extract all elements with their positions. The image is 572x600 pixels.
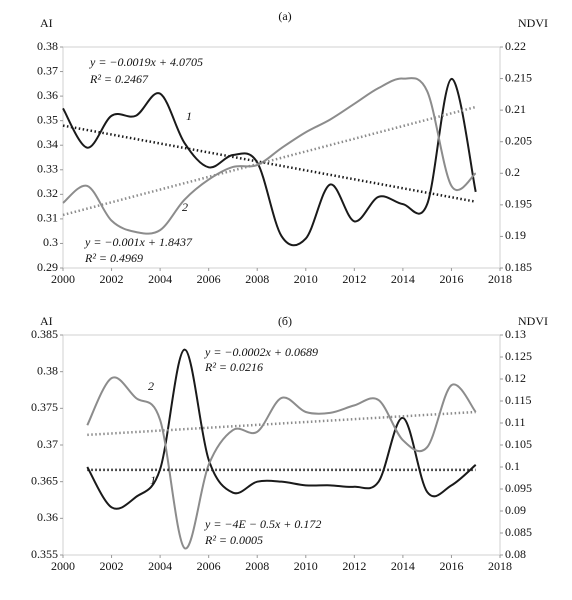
- y-tick-label: 0.29: [37, 260, 58, 274]
- annotation: y = −0.001x + 1.8437: [84, 235, 193, 249]
- trend-line: [62, 105, 477, 217]
- y-tick-label: 0.37: [37, 63, 58, 77]
- x-tick-label: 2000: [51, 272, 75, 286]
- trend-line: [62, 124, 476, 203]
- x-tick-label: 2002: [100, 272, 124, 286]
- y2-tick-label: 0.205: [505, 133, 532, 147]
- y2-tick-label: 0.185: [505, 260, 532, 274]
- x-tick-label: 2008: [245, 559, 269, 573]
- y2-tick-label: 0.13: [505, 327, 526, 341]
- y2-axis-label: NDVI: [518, 16, 548, 30]
- series-label: 2: [148, 379, 154, 393]
- x-tick-label: 2012: [342, 272, 366, 286]
- y2-tick-label: 0.11: [505, 415, 526, 429]
- y2-axis-label: NDVI: [518, 314, 548, 328]
- y-tick-label: 0.38: [37, 39, 58, 53]
- series-label: 2: [182, 200, 188, 214]
- x-tick-label: 2006: [197, 559, 221, 573]
- y2-tick-label: 0.08: [505, 547, 526, 561]
- annotation: y = −4E − 0.5x + 0.172: [204, 517, 321, 531]
- y-tick-label: 0.35: [37, 112, 58, 126]
- annotation: R² = 0.2467: [89, 72, 149, 86]
- x-tick-label: 2004: [148, 559, 172, 573]
- x-tick-label: 2004: [148, 272, 172, 286]
- x-tick-label: 2010: [294, 559, 318, 573]
- y2-tick-label: 0.21: [505, 102, 526, 116]
- y-tick-label: 0.37: [37, 437, 58, 451]
- y-axis-label: AI: [40, 16, 53, 30]
- x-tick-label: 2014: [391, 559, 415, 573]
- x-tick-label: 2000: [51, 559, 75, 573]
- y2-tick-label: 0.1: [505, 459, 520, 473]
- annotation-bg: [83, 236, 194, 250]
- series-line: [62, 77, 477, 247]
- y-tick-label: 0.365: [31, 473, 58, 487]
- x-tick-label: 2006: [197, 272, 221, 286]
- y-tick-label: 0.375: [31, 400, 58, 414]
- x-tick-label: 2016: [439, 272, 463, 286]
- panel-title: (a): [278, 9, 291, 23]
- y2-tick-label: 0.125: [505, 349, 532, 363]
- x-tick-label: 2014: [391, 272, 415, 286]
- series-line: [86, 376, 477, 550]
- y-tick-label: 0.33: [37, 162, 58, 176]
- annotation: R² = 0.4969: [84, 251, 143, 265]
- annotation-bg: [203, 534, 266, 548]
- series-label: 1: [150, 473, 156, 487]
- annotation: y = −0.0019x + 4.0705: [89, 55, 203, 69]
- y2-tick-label: 0.215: [505, 70, 532, 84]
- y2-tick-label: 0.2: [505, 165, 520, 179]
- y-tick-label: 0.36: [37, 88, 58, 102]
- y-axis-label: AI: [40, 314, 53, 328]
- y-tick-label: 0.355: [31, 547, 58, 561]
- y2-tick-label: 0.085: [505, 525, 532, 539]
- y2-tick-label: 0.105: [505, 437, 532, 451]
- x-tick-label: 2008: [245, 272, 269, 286]
- y-tick-label: 0.31: [37, 211, 58, 225]
- annotation-bg: [203, 361, 266, 375]
- y2-tick-label: 0.22: [505, 39, 526, 53]
- annotation-bg: [203, 346, 320, 360]
- y-tick-label: 0.34: [37, 137, 58, 151]
- y2-tick-label: 0.09: [505, 503, 526, 517]
- y2-tick-label: 0.19: [505, 228, 526, 242]
- annotation: R² = 0.0216: [204, 360, 263, 374]
- y-tick-label: 0.38: [37, 363, 58, 377]
- x-tick-label: 2016: [439, 559, 463, 573]
- y2-tick-label: 0.195: [505, 197, 532, 211]
- y2-tick-label: 0.095: [505, 481, 532, 495]
- x-tick-label: 2018: [488, 272, 512, 286]
- x-tick-label: 2010: [294, 272, 318, 286]
- series-label: 1: [186, 109, 192, 123]
- annotation: R² = 0.0005: [204, 533, 263, 547]
- y2-tick-label: 0.12: [505, 371, 526, 385]
- panel-title: (б): [278, 314, 292, 328]
- y-tick-label: 0.36: [37, 510, 58, 524]
- annotation-bg: [203, 518, 324, 532]
- annotation-bg: [88, 56, 205, 70]
- trend-line: [87, 410, 476, 437]
- y-tick-label: 0.3: [43, 235, 58, 249]
- x-tick-label: 2012: [342, 559, 366, 573]
- series-line: [86, 348, 477, 510]
- plot-frame: [62, 46, 501, 269]
- x-tick-label: 2002: [100, 559, 124, 573]
- y-tick-label: 0.32: [37, 186, 58, 200]
- series-line: [62, 77, 477, 235]
- x-tick-label: 2018: [488, 559, 512, 573]
- annotation-bg: [83, 252, 146, 266]
- annotation: y = −0.0002x + 0.0689: [204, 345, 318, 359]
- y-tick-label: 0.385: [31, 327, 58, 341]
- y2-tick-label: 0.115: [505, 393, 532, 407]
- annotation-bg: [88, 73, 151, 87]
